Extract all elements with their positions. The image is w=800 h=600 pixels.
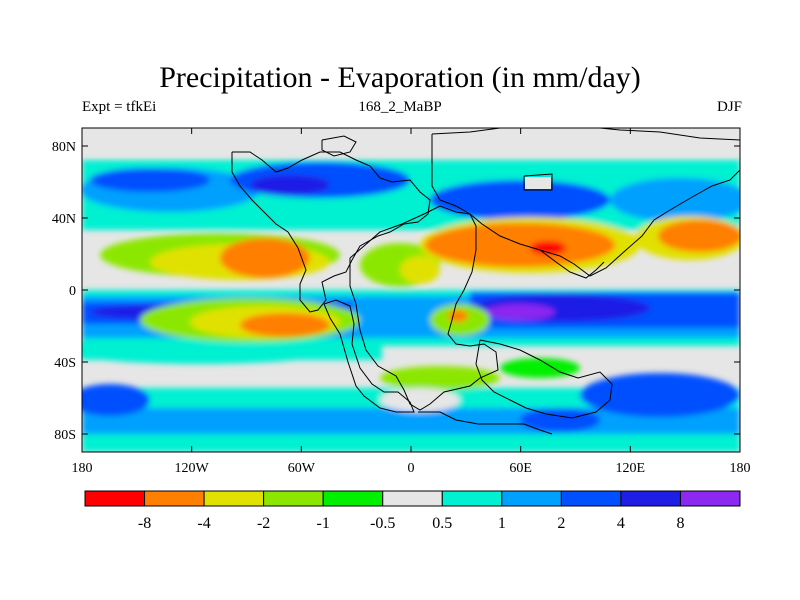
colorbar-label: -0.5 [370,515,395,532]
colorbar-swatch [501,490,562,507]
east-asia-orange [658,220,740,252]
x-tick-label: 60W [288,461,316,476]
x-tick-label: 60E [509,461,532,476]
africa-outline [349,205,499,411]
x-axis-ticks: 180 120W 60W 0 60E 120E 180 [72,128,751,476]
colorbar-label: -1 [317,515,330,532]
y-axis-ticks: 80N 40N 0 40S 80S [52,140,740,443]
colorbar-swatch [84,490,146,507]
y-tick-label: 80N [52,140,76,155]
colorbar-swatch [382,490,443,507]
colorbar-swatch [441,490,503,507]
subtitle-right-season: DJF [716,99,742,115]
x-tick-label: 120E [616,461,646,476]
north-pacific-dry-orange [220,238,310,278]
y-tick-label: 0 [69,284,76,299]
precip-field [82,128,740,452]
tropical-violet-core [485,304,555,320]
x-tick-label: 180 [72,461,93,476]
colorbar-label: 2 [557,515,565,532]
y-tick-label: 80S [54,428,76,443]
colorbar: -8 -4 -2 -1 -0.5 0.5 1 2 4 8 [84,490,741,532]
south-pacific-dry-orange [240,313,330,337]
colorbar-label: 1 [498,515,506,532]
australia-antarctica-outline [475,339,613,419]
continent-outlines [231,128,740,435]
eurasia-outline [431,128,740,277]
subtitle-left-experiment: Expt = tfkEi [82,99,157,115]
colorbar-swatch [679,490,741,507]
colorbar-swatch [144,490,205,507]
colorbar-label: 0.5 [432,515,452,532]
x-tick-label: 0 [408,461,415,476]
tethys-orange [425,223,615,267]
tethys-red [530,241,566,255]
x-tick-label: 120W [175,461,210,476]
antarctic-coast-lime [500,358,580,378]
south-blue-patch-east [580,373,740,417]
y-tick-label: 40S [54,356,76,371]
south-america-outline [323,299,415,413]
colorbar-swatch [560,490,622,507]
colorbar-label: -2 [257,515,270,532]
colorbar-label: -4 [197,515,210,532]
greenland-outline [321,135,357,157]
arctic-island [525,177,551,189]
colorbar-label: 4 [617,515,625,532]
x-tick-label: 180 [730,461,751,476]
asia-blue-band [430,180,610,220]
north-atlantic-darkblue [250,175,330,195]
antarctic-coast-green [380,366,500,390]
south-blue-patch-west [82,384,150,416]
colorbar-swatch [263,490,324,507]
south-blue-patch-mid [520,408,600,432]
colorbar-swatch [620,490,681,507]
colorbar-label: -8 [138,515,151,532]
colorbar-label: 8 [676,515,684,532]
siberia-lightblue [610,178,740,222]
subtitle-center-period: 168_2_MaBP [358,99,442,115]
figure-title: Precipitation - Evaporation (in mm/day) [159,61,641,94]
west-africa-orange [448,310,468,322]
map-plot-area [82,128,740,452]
colorbar-swatch [322,490,384,507]
north-africa-yellow [400,256,440,284]
y-tick-label: 40N [52,212,76,227]
north-pacific-blue [90,168,210,192]
antarctic-shelf-outline [418,411,553,435]
colorbar-swatch [203,490,265,507]
arctic-island-outline [523,173,553,191]
india-outline [539,249,605,279]
